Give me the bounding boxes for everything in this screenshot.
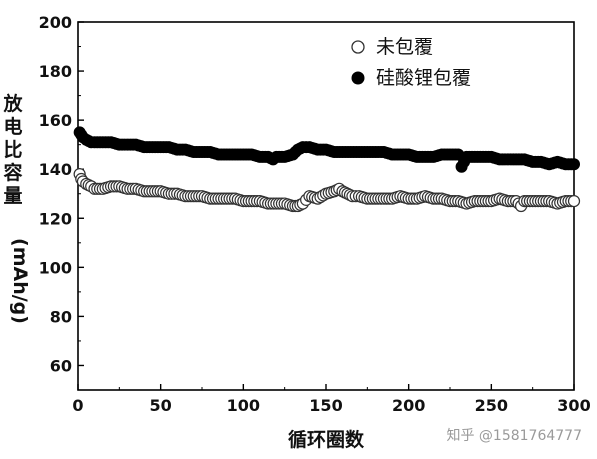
- y-label-char: 量: [3, 185, 22, 207]
- y-tick-label: 140: [39, 160, 72, 179]
- y-tick-label: 80: [50, 307, 72, 326]
- y-tick-label: 120: [39, 209, 72, 228]
- legend-label-uncoated: 未包覆: [376, 36, 433, 58]
- series-0: [73, 168, 581, 213]
- y-label-char: 放: [2, 92, 23, 115]
- y-tick-label: 100: [39, 258, 72, 277]
- data-point: [567, 194, 581, 208]
- x-tick-label: 150: [309, 396, 342, 415]
- y-axis-unit: (mAh/g): [9, 238, 31, 324]
- y-label-char: 容: [3, 161, 22, 184]
- axis-ticks: 0 50 100 150 200 250 300 60 80 100 120 140 160 180 200: [39, 13, 591, 415]
- legend-label-coated: 硅酸锂包覆: [376, 67, 471, 89]
- y-axis-label: 放电比容量: [2, 92, 23, 207]
- x-tick-label: 250: [475, 396, 508, 415]
- x-axis-title: 循环圈数: [288, 428, 365, 451]
- x-tick-label: 100: [227, 396, 260, 415]
- y-tick-label: 180: [39, 62, 72, 81]
- y-label-char: 比: [3, 139, 22, 161]
- series-1: [73, 126, 580, 173]
- data-point: [568, 158, 580, 171]
- data-marks: [73, 126, 581, 213]
- x-tick-label: 0: [72, 396, 83, 415]
- y-axis-title: 放电比容量 (mAh/g): [2, 92, 31, 324]
- watermark: 知乎 @1581764777: [446, 427, 582, 444]
- x-tick-label: 200: [392, 396, 425, 415]
- y-label-char: 电: [3, 115, 22, 138]
- plot-frame: [77, 21, 575, 391]
- legend-marker-uncoated: [351, 40, 365, 54]
- y-tick-label: 60: [50, 356, 72, 375]
- legend: 未包覆 硅酸锂包覆: [351, 36, 471, 89]
- y-tick-label: 200: [39, 13, 72, 32]
- x-tick-label: 300: [557, 396, 590, 415]
- y-tick-label: 160: [39, 111, 72, 130]
- x-tick-label: 50: [150, 396, 172, 415]
- legend-marker-coated: [351, 71, 365, 85]
